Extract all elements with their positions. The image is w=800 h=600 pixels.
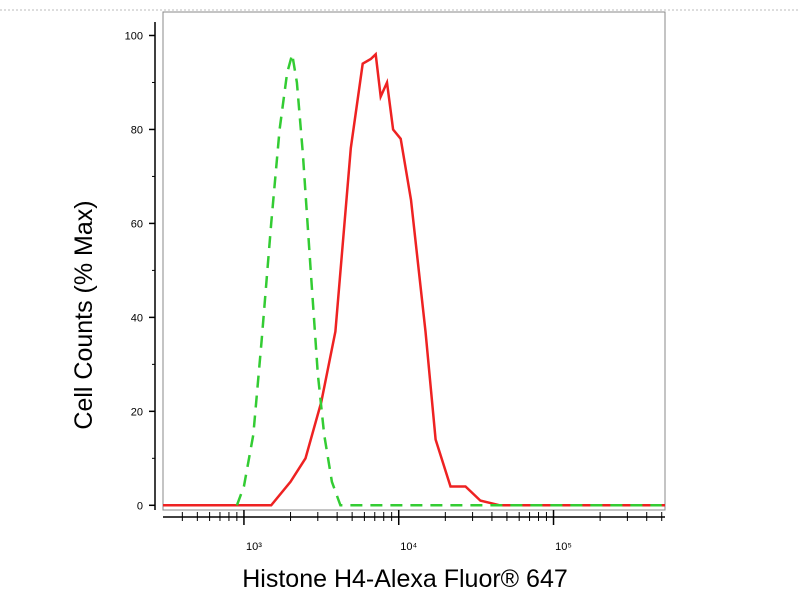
y-tick-label: 20 <box>131 406 143 418</box>
y-tick-label: 80 <box>131 124 143 136</box>
series-line <box>163 51 665 507</box>
x-axis-label: Histone H4-Alexa Fluor® 647 <box>242 565 568 593</box>
y-tick-label: 100 <box>125 30 143 42</box>
y-tick-label: 60 <box>131 218 143 230</box>
x-tick-label: 10⁴ <box>400 541 417 553</box>
y-axis-label: Cell Counts (% Max) <box>70 200 98 429</box>
y-tick-label: 0 <box>137 500 143 512</box>
x-tick-label: 10⁵ <box>555 541 572 553</box>
y-tick-label: 40 <box>131 312 143 324</box>
plot-frame <box>162 11 666 511</box>
series-line <box>235 53 662 507</box>
x-tick-label: 10³ <box>246 541 262 553</box>
